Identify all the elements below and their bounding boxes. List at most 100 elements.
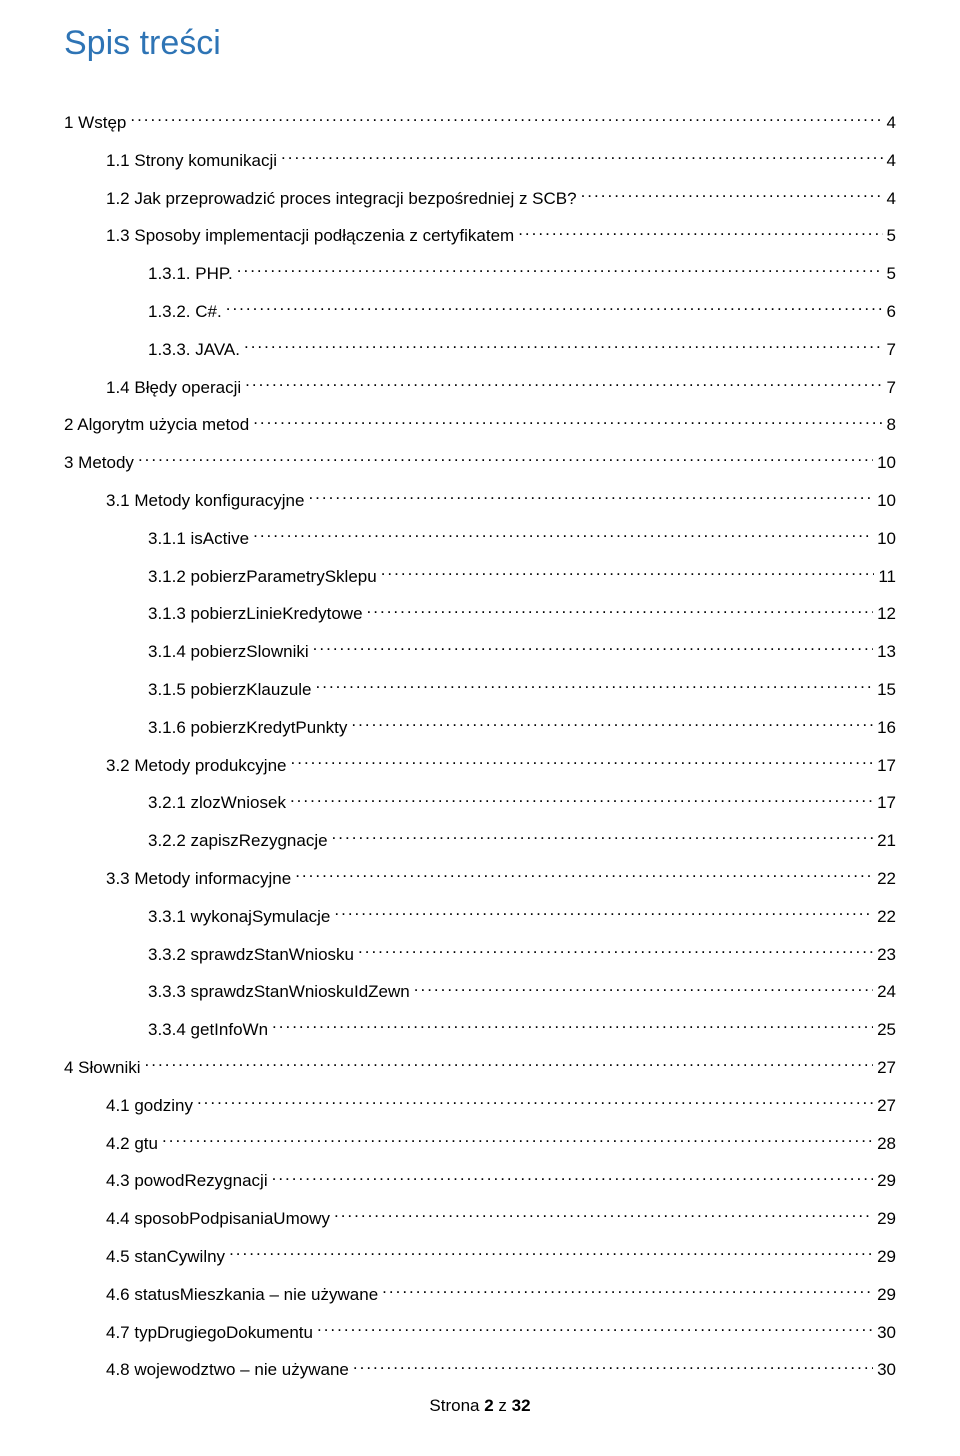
- toc-entry: 3.3.3 sprawdzStanWnioskuIdZewn24: [64, 980, 896, 1004]
- toc-entry: 3.1.4 pobierzSlowniki13: [64, 640, 896, 664]
- toc-entry: 4.2 gtu28: [64, 1132, 896, 1156]
- toc-entry: 3.1.2 pobierzParametrySklepu 11: [64, 565, 896, 589]
- toc-entry-page: 25: [877, 1018, 896, 1042]
- toc-entry: 1.3.3. JAVA.7: [64, 338, 896, 362]
- toc-leader-dots: [281, 149, 883, 166]
- toc-entry-label: 3.1.2 pobierzParametrySklepu: [148, 565, 377, 589]
- toc-entry-page: 29: [877, 1169, 896, 1193]
- toc-entry-label: 1.4 Błędy operacji: [106, 376, 241, 400]
- toc-entry: 3 Metody 10: [64, 451, 896, 475]
- toc-entry: 3.3.1 wykonajSymulacje 22: [64, 905, 896, 929]
- toc-entry-page: 10: [877, 527, 896, 551]
- toc-entry: 4.5 stanCywilny 29: [64, 1245, 896, 1269]
- toc-leader-dots: [272, 1169, 873, 1186]
- toc-entry-label: 4 Słowniki: [64, 1056, 141, 1080]
- toc-entry: 3.3.4 getInfoWn 25: [64, 1018, 896, 1042]
- toc-entry: 1.4 Błędy operacji7: [64, 376, 896, 400]
- toc-entry-label: 3.2 Metody produkcyjne: [106, 754, 287, 778]
- toc-entry: 2 Algorytm użycia metod 8: [64, 413, 896, 437]
- document-page: Spis treści 1 Wstęp4 1.1 Strony komunikac…: [0, 0, 960, 1456]
- toc-entry-page: 28: [877, 1132, 896, 1156]
- toc-entry-page: 10: [877, 451, 896, 475]
- toc-leader-dots: [295, 867, 873, 884]
- toc-entry: 4.3 powodRezygnacji29: [64, 1169, 896, 1193]
- toc-entry: 1 Wstęp4: [64, 111, 896, 135]
- toc-entry-label: 3.1.6 pobierzKredytPunkty: [148, 716, 347, 740]
- toc-entry: 1.3.2. C#.6: [64, 300, 896, 324]
- toc-entry: 4.1 godziny27: [64, 1094, 896, 1118]
- toc-leader-dots: [291, 754, 874, 771]
- toc-list: 1 Wstęp4 1.1 Strony komunikacji4 1.2 Jak p…: [64, 111, 896, 1382]
- toc-entry-label: 3 Metody: [64, 451, 134, 475]
- toc-leader-dots: [245, 376, 882, 393]
- footer-sep: z: [494, 1396, 512, 1415]
- toc-leader-dots: [581, 187, 883, 204]
- toc-entry: 3.1.6 pobierzKredytPunkty 16: [64, 716, 896, 740]
- toc-entry-page: 27: [877, 1056, 896, 1080]
- toc-entry-page: 30: [877, 1321, 896, 1345]
- toc-entry-page: 4: [887, 149, 896, 173]
- toc-entry-page: 29: [877, 1207, 896, 1231]
- toc-leader-dots: [351, 716, 873, 733]
- toc-entry-page: 8: [887, 413, 896, 437]
- toc-entry: 3.3.2 sprawdzStanWniosku23: [64, 943, 896, 967]
- toc-entry-page: 5: [887, 262, 896, 286]
- footer-current: 2: [484, 1396, 493, 1415]
- toc-leader-dots: [334, 905, 873, 922]
- toc-entry: 3.3 Metody informacyjne 22: [64, 867, 896, 891]
- toc-entry-page: 6: [887, 300, 896, 324]
- toc-entry: 3.1.3 pobierzLinieKredytowe12: [64, 602, 896, 626]
- toc-leader-dots: [272, 1018, 873, 1035]
- toc-entry-page: 7: [887, 338, 896, 362]
- toc-entry-page: 11: [878, 565, 896, 589]
- toc-title: Spis treści: [64, 24, 896, 63]
- toc-leader-dots: [358, 943, 873, 960]
- footer-prefix: Strona: [429, 1396, 484, 1415]
- footer-total: 32: [512, 1396, 531, 1415]
- toc-entry-page: 29: [877, 1245, 896, 1269]
- toc-entry-page: 4: [887, 187, 896, 211]
- toc-entry-label: 2 Algorytm użycia metod: [64, 413, 249, 437]
- toc-entry-label: 3.3 Metody informacyjne: [106, 867, 291, 891]
- toc-entry-label: 3.3.4 getInfoWn: [148, 1018, 268, 1042]
- toc-entry-page: 22: [877, 905, 896, 929]
- toc-entry-label: 4.6 statusMieszkania – nie używane: [106, 1283, 378, 1307]
- toc-entry: 4.6 statusMieszkania – nie używane29: [64, 1283, 896, 1307]
- toc-leader-dots: [244, 338, 883, 355]
- toc-leader-dots: [367, 602, 874, 619]
- toc-entry-label: 4.1 godziny: [106, 1094, 193, 1118]
- toc-entry-label: 3.3.3 sprawdzStanWnioskuIdZewn: [148, 980, 410, 1004]
- toc-leader-dots: [381, 565, 875, 582]
- toc-leader-dots: [313, 640, 873, 657]
- toc-entry-page: 22: [877, 867, 896, 891]
- toc-leader-dots: [162, 1132, 873, 1149]
- toc-entry-label: 3.2.1 zlozWniosek: [148, 791, 286, 815]
- toc-entry: 1.2 Jak przeprowadzić proces integracji …: [64, 187, 896, 211]
- toc-leader-dots: [308, 489, 873, 506]
- toc-entry-page: 21: [877, 829, 896, 853]
- toc-entry: 4.7 typDrugiegoDokumentu 30: [64, 1321, 896, 1345]
- toc-entry: 3.1 Metody konfiguracyjne10: [64, 489, 896, 513]
- toc-entry-label: 4.8 wojewodztwo – nie używane: [106, 1358, 349, 1382]
- toc-entry: 1.1 Strony komunikacji4: [64, 149, 896, 173]
- toc-entry: 3.2.1 zlozWniosek 17: [64, 791, 896, 815]
- toc-leader-dots: [414, 980, 873, 997]
- toc-leader-dots: [253, 527, 873, 544]
- toc-entry: 3.1.5 pobierzKlauzule15: [64, 678, 896, 702]
- toc-entry-page: 4: [887, 111, 896, 135]
- toc-entry-label: 4.7 typDrugiegoDokumentu: [106, 1321, 313, 1345]
- toc-entry-label: 3.1.4 pobierzSlowniki: [148, 640, 309, 664]
- toc-leader-dots: [290, 791, 873, 808]
- toc-leader-dots: [334, 1207, 873, 1224]
- toc-entry-label: 1.2 Jak przeprowadzić proces integracji …: [106, 187, 577, 211]
- toc-entry-page: 10: [877, 489, 896, 513]
- toc-entry: 3.1.1 isActive10: [64, 527, 896, 551]
- toc-leader-dots: [332, 829, 874, 846]
- toc-entry-page: 30: [877, 1358, 896, 1382]
- toc-entry: 3.2 Metody produkcyjne17: [64, 754, 896, 778]
- toc-entry-label: 4.5 stanCywilny: [106, 1245, 225, 1269]
- toc-entry-label: 3.3.1 wykonajSymulacje: [148, 905, 330, 929]
- toc-entry-page: 16: [877, 716, 896, 740]
- toc-entry-page: 17: [877, 791, 896, 815]
- toc-leader-dots: [226, 300, 883, 317]
